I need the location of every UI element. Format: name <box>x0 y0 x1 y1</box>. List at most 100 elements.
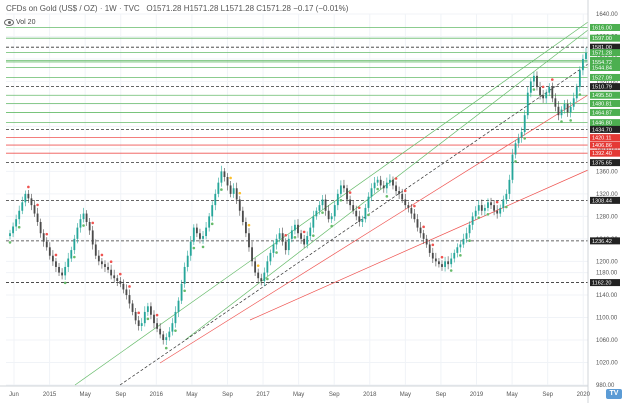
price-level-tag-text: 1616.00 <box>592 25 612 31</box>
trendlines <box>74 21 589 386</box>
candle-body <box>254 261 257 273</box>
candle-body <box>241 210 244 222</box>
x-tick-label: 2018 <box>363 392 377 398</box>
price-level-tag-text: 1446.80 <box>592 121 612 127</box>
candle-body <box>532 75 535 82</box>
candle-body <box>159 328 162 335</box>
symbol-name[interactable]: CFDs on Gold (US$ / OZ) <box>6 4 98 13</box>
candle-body <box>373 182 376 189</box>
price-level-tag <box>590 125 620 133</box>
candle-body <box>226 177 229 186</box>
candle-body <box>156 323 158 329</box>
candle-body <box>128 295 131 304</box>
candle-body <box>447 261 450 265</box>
tradingview-logo-icon[interactable]: TV <box>606 389 622 399</box>
candle-body <box>392 179 394 186</box>
candle-body <box>401 193 404 200</box>
candle-body <box>300 233 302 239</box>
candle-body <box>468 224 471 234</box>
interval[interactable]: 1W <box>104 4 117 13</box>
candle-body <box>278 233 281 239</box>
candle-body <box>398 191 401 194</box>
candle-body <box>79 219 82 228</box>
indicator-dot <box>578 93 582 96</box>
candle-body <box>97 255 100 262</box>
candle-body <box>551 87 554 99</box>
candle-body <box>146 306 149 312</box>
candle-body <box>51 255 54 262</box>
candle-body <box>330 216 333 220</box>
candle-body <box>269 252 272 262</box>
indicator-dot <box>486 213 490 216</box>
indicator-dot <box>357 206 361 210</box>
candle-body <box>333 205 336 217</box>
eye-icon[interactable] <box>4 19 14 26</box>
indicator-dot <box>403 189 407 193</box>
x-tick-label: May <box>400 392 411 398</box>
candle-body <box>165 337 168 341</box>
grid <box>6 13 588 386</box>
candle-body <box>174 311 177 324</box>
candle-body <box>450 258 453 265</box>
indicator-dot <box>247 223 251 227</box>
candle-body <box>85 213 88 222</box>
candle-body <box>162 334 165 341</box>
indicator-dot <box>201 245 205 249</box>
candle-body <box>480 205 483 211</box>
candle-body <box>88 221 91 231</box>
indicator-dot <box>155 313 159 317</box>
candle-body <box>585 52 587 59</box>
candle-body <box>505 193 508 200</box>
candle-body <box>453 252 456 259</box>
candle-body <box>67 258 70 267</box>
indicator-dot <box>449 269 453 272</box>
candle-body <box>244 221 247 234</box>
candle-body <box>100 261 103 265</box>
volume-label: Vol 20 <box>16 19 36 26</box>
candle-body <box>143 311 146 324</box>
trendline <box>159 94 589 364</box>
indicator-dot <box>27 185 30 189</box>
candle-body <box>410 207 413 214</box>
candle-body <box>122 283 125 290</box>
candle-body <box>511 154 514 180</box>
price-level-tag-text: 1406.86 <box>592 143 612 149</box>
candle-body <box>385 182 388 189</box>
candle-body <box>477 205 480 211</box>
candles <box>9 47 587 346</box>
price-level-tag-text: 1308.44 <box>592 198 612 204</box>
indicator-dot <box>229 176 232 180</box>
x-tick-label: May <box>506 392 517 398</box>
candle-body <box>15 219 18 227</box>
candle-body <box>183 266 186 284</box>
candle-body <box>45 241 48 248</box>
candle-body <box>64 266 67 276</box>
candle-body <box>39 221 42 234</box>
candle-body <box>364 207 367 220</box>
candle-body <box>61 272 64 276</box>
candle-body <box>349 199 352 206</box>
time-axis[interactable]: Jun 2015 May Sep 2016 May Sep 2017 May Sep 2018 May… <box>9 392 590 398</box>
indicator-dot <box>91 221 95 225</box>
candle-body <box>355 210 358 217</box>
candle-body <box>539 87 541 96</box>
candle-body <box>73 238 76 251</box>
change-value: −0.17 (−0.01%) <box>293 4 349 13</box>
price-level-tag <box>590 159 620 167</box>
candle-body <box>395 185 397 192</box>
candle-body <box>526 92 529 116</box>
y-tick-label: 1280.00 <box>596 214 618 220</box>
price-level-tag-text: 1480.81 <box>592 101 612 107</box>
y-tick-label: 1520.00 <box>596 79 618 85</box>
volume-indicator[interactable]: Vol 20 <box>4 19 35 26</box>
candle-body <box>416 219 419 228</box>
price-level-tag-text: 1571.28 <box>592 51 612 57</box>
candle-body <box>232 188 235 194</box>
candle-body <box>303 238 306 245</box>
y-tick-label: 1020.00 <box>596 361 618 367</box>
candle-body <box>94 244 97 256</box>
x-tick-label: Jun <box>9 392 19 398</box>
